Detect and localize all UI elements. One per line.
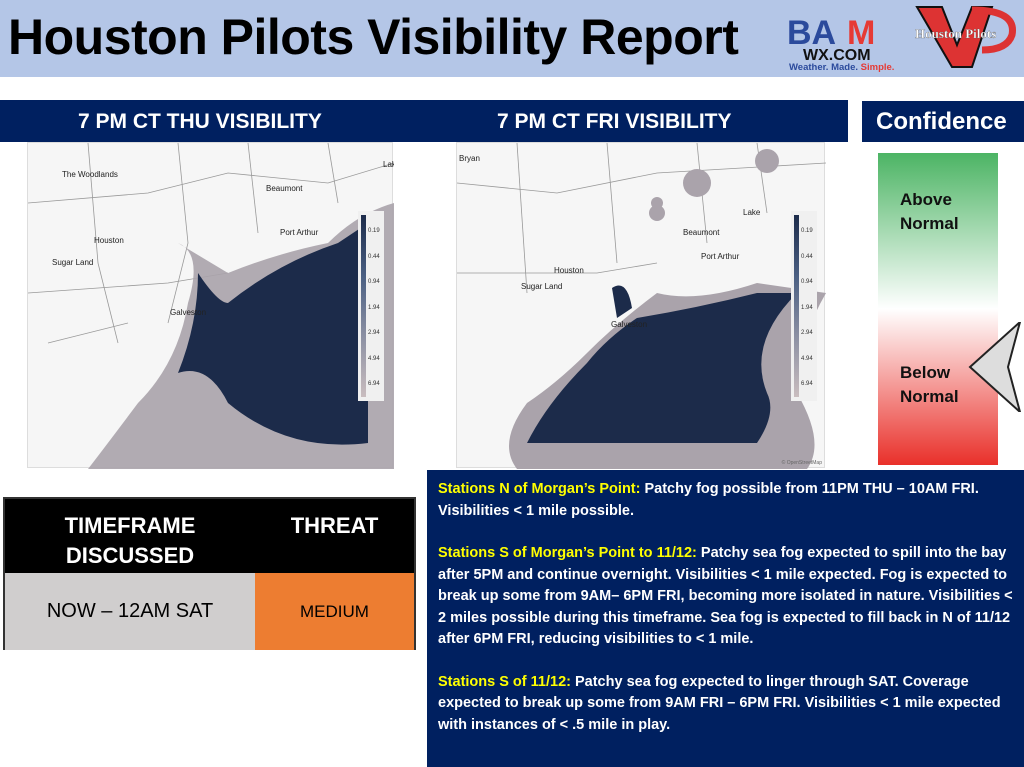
threat-table: TIMEFRAME DISCUSSED THREAT NOW – 12AM SA… xyxy=(3,497,416,650)
legend-tick: 0.19 xyxy=(801,228,813,234)
legend-tick: 0.19 xyxy=(368,228,380,234)
discussion-item: Stations N of Morgan’s Point: Patchy fog… xyxy=(438,481,979,519)
confidence-indicator-arrow-icon xyxy=(968,322,1022,412)
svg-text:Lak: Lak xyxy=(383,160,394,169)
legend-tick: 6.94 xyxy=(801,381,813,387)
svg-text:Galveston: Galveston xyxy=(611,320,647,329)
legend-tick: 0.44 xyxy=(368,253,380,260)
svg-text:Houston: Houston xyxy=(94,236,124,245)
legend-tick: 0.94 xyxy=(801,279,813,285)
map-title-bar: 7 PM CT THU VISIBILITY 7 PM CT FRI VISIB… xyxy=(0,100,848,142)
confidence-above-label: Above Normal xyxy=(900,190,959,233)
svg-text:Weather. Made. Simple.: Weather. Made. Simple. xyxy=(789,62,894,72)
confidence-below-label: Below Normal xyxy=(900,363,959,406)
legend-tick: 2.94 xyxy=(368,330,380,336)
map-title-thu: 7 PM CT THU VISIBILITY xyxy=(78,110,322,133)
svg-text:Galveston: Galveston xyxy=(170,308,206,317)
svg-text:Sugar Land: Sugar Land xyxy=(52,258,93,267)
legend-tick: 6.94 xyxy=(368,381,380,387)
col-timeframe: TIMEFRAME DISCUSSED xyxy=(5,499,255,573)
svg-text:Houston: Houston xyxy=(554,266,584,275)
threat-cell: MEDIUM xyxy=(255,573,414,650)
svg-text:Bryan: Bryan xyxy=(459,154,480,163)
svg-text:The Woodlands: The Woodlands xyxy=(62,170,118,179)
page-title: Houston Pilots Visibility Report xyxy=(8,9,739,65)
confidence-scale: Above Normal Below Normal xyxy=(878,153,998,465)
map-title-fri: 7 PM CT FRI VISIBILITY xyxy=(497,110,732,133)
svg-text:Port Arthur: Port Arthur xyxy=(280,228,319,237)
visibility-map-thu: The Woodlands Beaumont Houston Sugar Land Po… xyxy=(27,142,394,469)
discussion-item: Stations S of 11/12: Patchy sea fog expe… xyxy=(438,673,1001,733)
visibility-map-fri: Bryan Beaumont Lake Port Arthur Houston Sugar… xyxy=(456,142,826,469)
svg-text:Port Arthur: Port Arthur xyxy=(701,252,740,261)
confidence-title: Confidence xyxy=(862,101,1024,142)
legend-tick: 1.94 xyxy=(368,304,380,311)
svg-text:M: M xyxy=(847,14,875,52)
svg-text:BA: BA xyxy=(787,14,836,52)
svg-text:Lake: Lake xyxy=(743,208,761,217)
svg-text:Beaumont: Beaumont xyxy=(683,228,720,237)
svg-text:WX.COM: WX.COM xyxy=(803,47,871,64)
svg-text:Sugar Land: Sugar Land xyxy=(521,282,562,291)
discussion-item: Stations S of Morgan’s Point to 11/12: P… xyxy=(438,545,1013,647)
bam-wx-logo: BA M WX.COM Weather. Made. Simple. xyxy=(787,14,894,72)
visibility-legend: 0.19 0.44 0.94 1.94 2.94 4.94 6.94 xyxy=(358,211,384,401)
col-threat: THREAT xyxy=(255,499,414,573)
map-attribution: © OpenStreetMap xyxy=(781,460,822,466)
legend-tick: 2.94 xyxy=(801,330,813,336)
svg-text:Houston Pilots: Houston Pilots xyxy=(915,26,996,41)
header: Houston Pilots Visibility Report BA M WX… xyxy=(0,0,1024,77)
legend-tick: 0.94 xyxy=(368,279,380,285)
legend-tick: 4.94 xyxy=(801,355,813,362)
svg-text:Beaumont: Beaumont xyxy=(266,184,303,193)
houston-pilots-logo: Houston Pilots xyxy=(915,6,1016,68)
legend-tick: 0.44 xyxy=(801,253,813,260)
legend-tick: 4.94 xyxy=(368,355,380,362)
discussion-panel: Stations N of Morgan’s Point: Patchy fog… xyxy=(427,470,1024,767)
visibility-legend: 0.19 0.44 0.94 1.94 2.94 4.94 6.94 xyxy=(791,211,817,401)
timeframe-cell: NOW – 12AM SAT xyxy=(5,573,255,650)
legend-tick: 1.94 xyxy=(801,304,813,311)
